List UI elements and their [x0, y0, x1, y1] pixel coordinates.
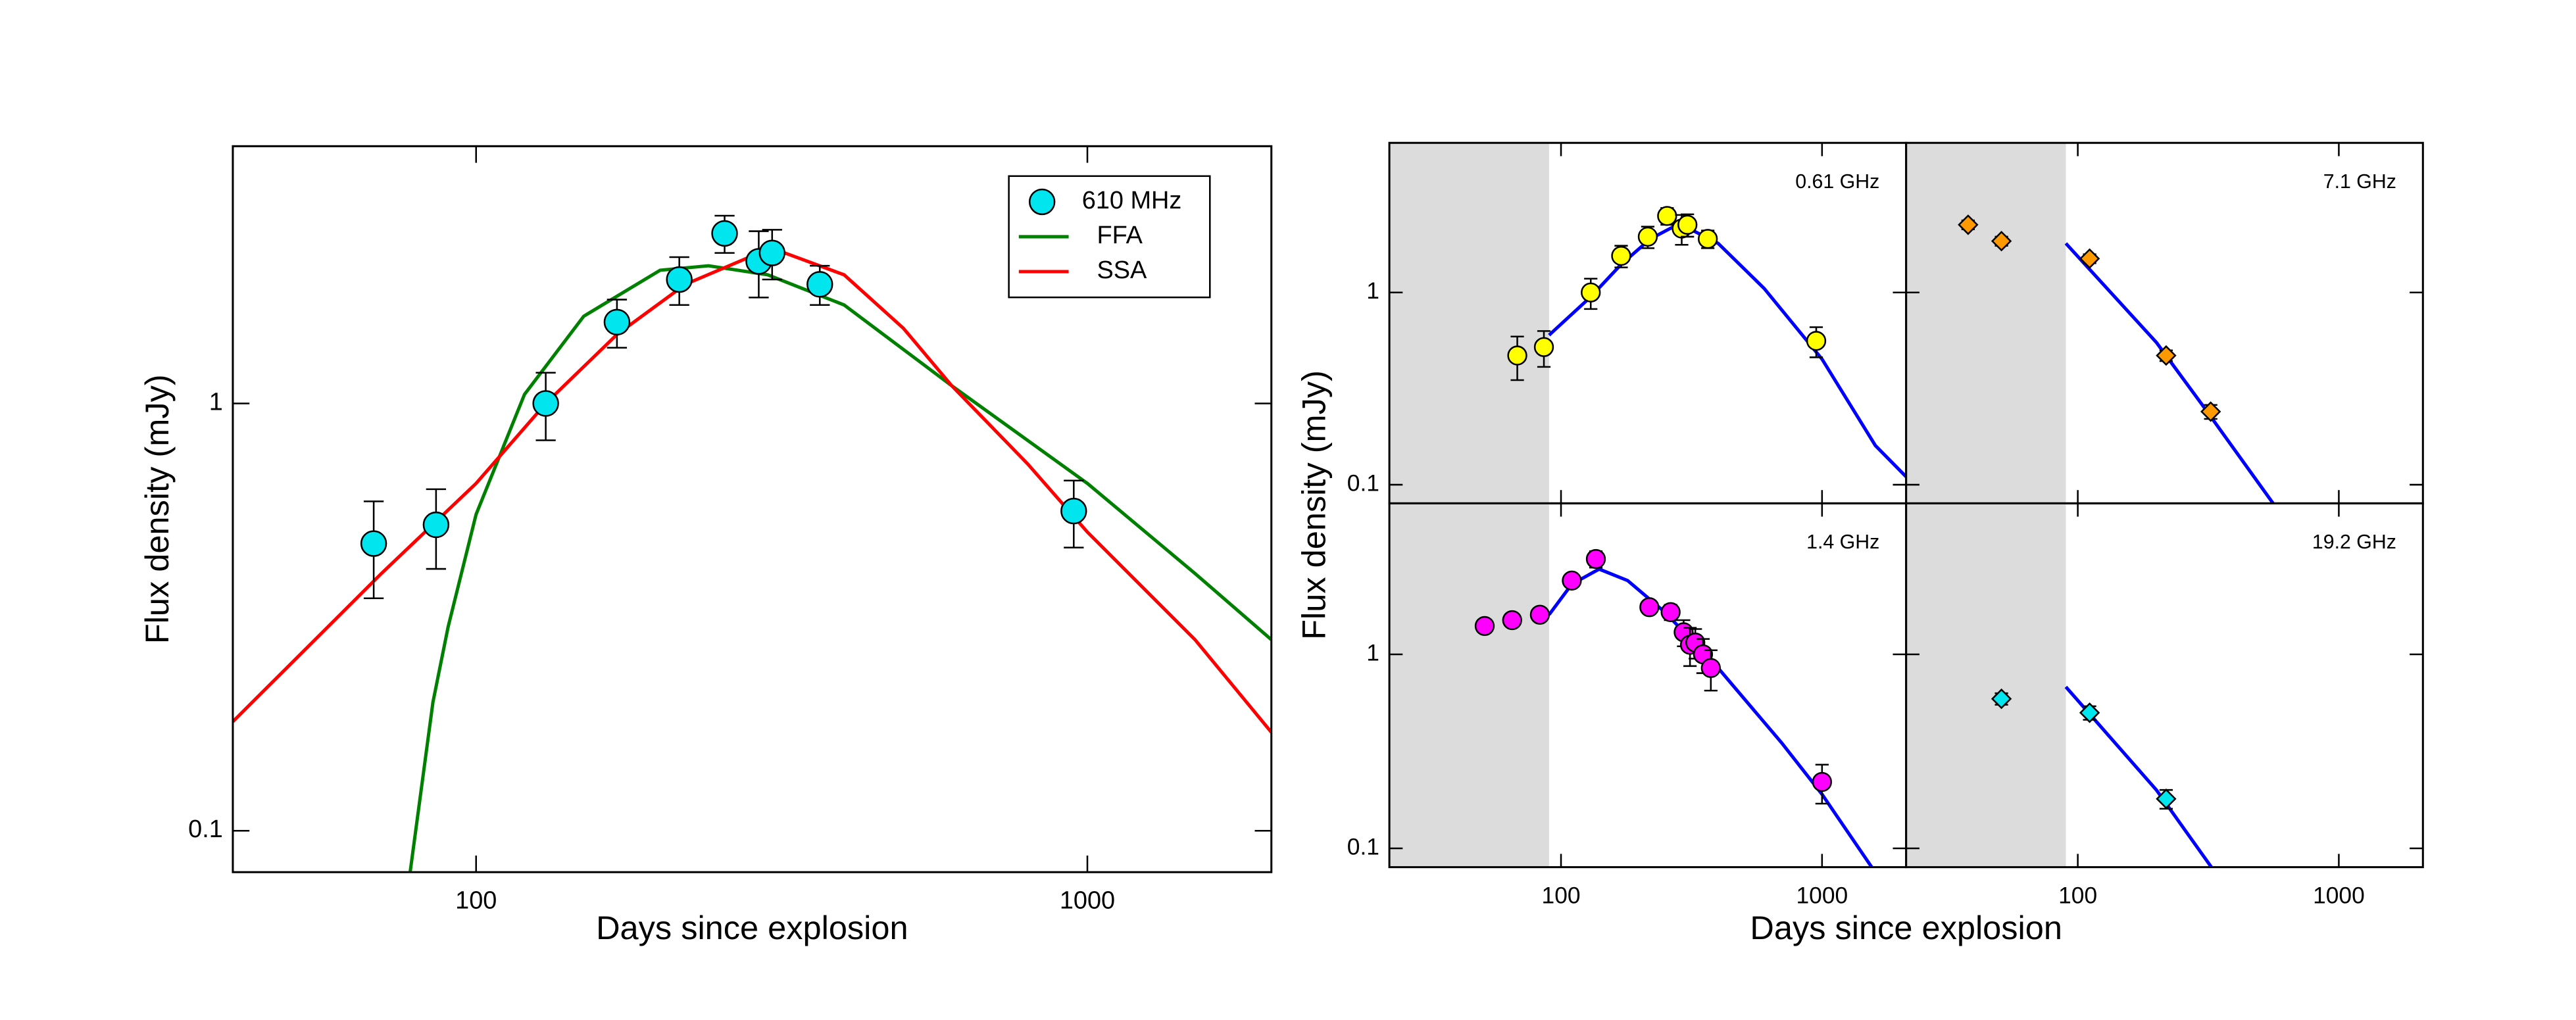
data-point — [603, 308, 631, 336]
x-tick-label: 100 — [1542, 883, 1581, 908]
data-point — [1611, 245, 1631, 266]
panel: 100 1000 0.1 1 1.4 GHz — [1347, 502, 1908, 908]
fit-curve — [2064, 242, 2275, 504]
panel-label: 1.4 GHz — [1806, 531, 1879, 553]
data-point — [532, 390, 559, 417]
y-tick-label: 1 — [1366, 278, 1379, 304]
fit-curve — [2064, 685, 2213, 867]
y-tick-label: 0.1 — [1347, 470, 1379, 496]
data-point — [1657, 206, 1677, 226]
data-point — [360, 530, 387, 557]
x-tick-label: 1000 — [2313, 883, 2365, 908]
panel: 7.1 GHz — [1905, 141, 2424, 504]
y-tick-label: 1 — [1366, 640, 1379, 666]
data-point — [1474, 616, 1495, 637]
shaded-region — [1389, 143, 1549, 504]
shaded-region — [1906, 503, 2066, 867]
data-point — [1502, 610, 1522, 631]
data-point — [1700, 658, 1721, 678]
legend-label: 610 MHz — [1082, 187, 1182, 214]
panel-label: 19.2 GHz — [2312, 531, 2396, 553]
data-point — [2200, 401, 2221, 422]
data-point — [1562, 570, 1582, 591]
plot-area — [1389, 503, 1873, 867]
legend-label: FFA — [1097, 222, 1143, 249]
plot-frame — [232, 145, 1273, 873]
plot-frame — [1905, 502, 2424, 869]
x-tick-label: 1000 — [1796, 883, 1848, 908]
data-point — [1637, 226, 1658, 247]
fit-curve — [1547, 567, 1873, 867]
panel: 100 1000 19.2 GHz — [1905, 502, 2424, 908]
data-point — [1806, 331, 1827, 351]
data-point — [1639, 597, 1660, 618]
x-tick-label: 1000 — [1060, 887, 1115, 915]
panel: 100 1000 0.1 1 Days since explosion Flux dens… — [138, 145, 1273, 946]
data-point — [666, 266, 693, 293]
legend: 610 MHz FFA SSA — [1008, 175, 1211, 299]
data-point — [711, 220, 738, 247]
panel-label: 0.61 GHz — [1795, 171, 1879, 193]
data-point — [806, 271, 833, 298]
y-axis-label: Flux density (mJy) — [1295, 370, 1332, 640]
shaded-region — [1906, 143, 2066, 504]
fit-curve — [1548, 224, 1906, 478]
x-axis-label: Days since explosion — [1750, 909, 2062, 946]
legend-label: SSA — [1097, 256, 1148, 284]
data-point — [1585, 548, 1606, 570]
data-point — [1581, 282, 1601, 303]
y-tick-label: 0.1 — [188, 815, 223, 843]
data-point — [1677, 214, 1698, 235]
data-point — [1533, 337, 1554, 357]
y-tick-label: 0.1 — [1347, 834, 1379, 860]
data-point — [1991, 688, 2012, 710]
panel-label: 7.1 GHz — [2323, 171, 2396, 193]
data-point — [2079, 702, 2100, 723]
fit-curve — [232, 251, 1272, 734]
data-point — [1529, 604, 1550, 625]
x-tick-label: 100 — [455, 887, 497, 915]
plot-area — [1389, 143, 1906, 504]
data-point — [1060, 497, 1087, 525]
plot-area — [1906, 143, 2275, 504]
data-point — [2079, 248, 2100, 269]
data-point — [1991, 230, 2012, 252]
plot-area — [1906, 503, 2213, 867]
data-point — [758, 239, 785, 266]
data-point — [1958, 214, 1979, 235]
data-point — [1660, 602, 1681, 622]
legend-marker — [1028, 188, 1056, 216]
plot-area — [232, 214, 1272, 873]
shaded-region — [1389, 503, 1549, 867]
data-point — [2156, 345, 2177, 366]
x-tick-label: 100 — [2058, 883, 2097, 908]
fit-curve — [408, 264, 1272, 873]
data-point — [1697, 229, 1718, 249]
data-point — [2156, 789, 2177, 810]
y-tick-label: 1 — [209, 388, 223, 416]
panel: 0.1 1 0.61 GHz Days since explosion Flux den… — [1295, 141, 2062, 946]
data-point — [1507, 345, 1527, 366]
data-point — [1812, 771, 1832, 792]
y-axis-label: Flux density (mJy) — [138, 374, 176, 644]
x-axis-label: Days since explosion — [596, 909, 908, 946]
data-point — [422, 511, 450, 539]
